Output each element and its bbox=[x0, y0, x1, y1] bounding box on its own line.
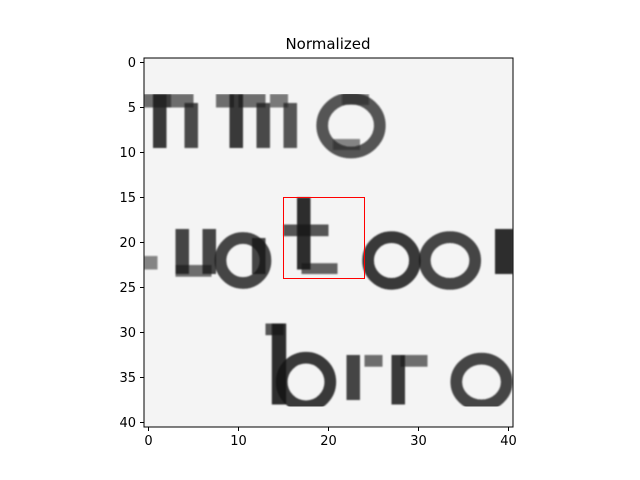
text-image-glyphs bbox=[144, 92, 513, 413]
chart-title: Normalized bbox=[285, 35, 370, 53]
y-tick-label: 30 bbox=[119, 326, 136, 341]
x-tick-label: 0 bbox=[144, 434, 152, 449]
x-tick-label: 20 bbox=[320, 434, 337, 449]
y-tick-label: 15 bbox=[119, 191, 136, 206]
y-axis: 0 5 10 15 20 25 30 35 40 bbox=[119, 56, 144, 431]
y-tick-label: 20 bbox=[119, 236, 136, 251]
x-tick-label: 40 bbox=[500, 434, 517, 449]
y-tick-label: 25 bbox=[119, 281, 136, 296]
y-tick-label: 0 bbox=[128, 56, 136, 71]
x-tick-label: 10 bbox=[230, 434, 247, 449]
highlight-box bbox=[283, 197, 365, 279]
text-image bbox=[144, 92, 513, 413]
y-tick-label: 35 bbox=[119, 371, 136, 386]
x-tick-label: 30 bbox=[410, 434, 427, 449]
x-axis: 0 10 20 30 40 bbox=[144, 427, 517, 449]
y-tick-label: 5 bbox=[128, 101, 136, 116]
y-tick-label: 10 bbox=[119, 146, 136, 161]
y-tick-label: 40 bbox=[119, 416, 136, 431]
